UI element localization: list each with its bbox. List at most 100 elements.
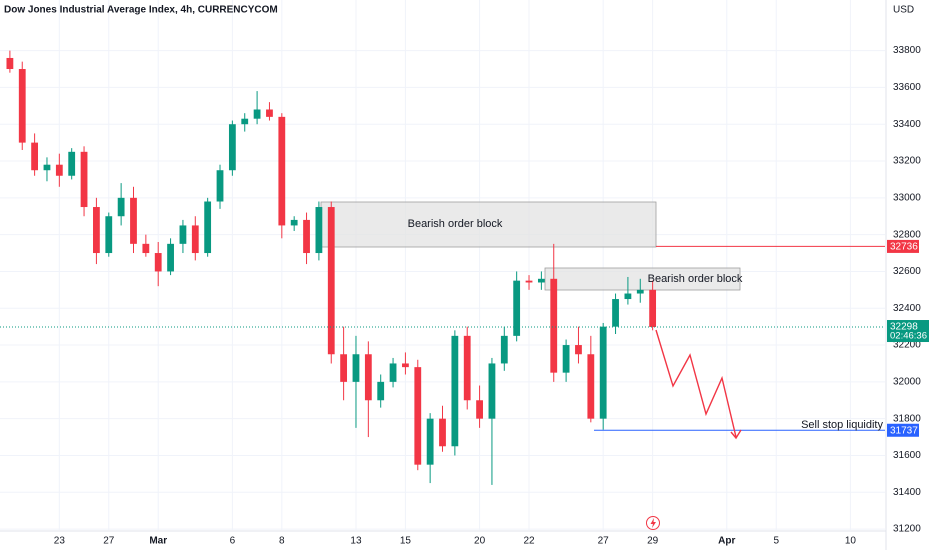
y-tick-label: 31800 [893,413,921,424]
x-tick-label: 22 [523,536,535,547]
projection-path [655,329,737,438]
candle-body [142,243,150,254]
order-block-box [320,201,657,248]
candle-body [476,400,483,419]
x-tick-label: 8 [279,536,285,547]
candle-body [105,216,113,254]
candle-body [167,243,174,272]
candle-body [636,289,644,294]
y-tick-label: 31400 [893,487,921,498]
currency: USD [893,5,914,16]
candle-body [377,381,385,401]
annotation: Bearish order block [648,273,743,285]
candle-body [191,225,199,254]
y-tick-label: 32000 [893,376,921,387]
candle-body [18,69,26,143]
replay-icon[interactable] [646,516,660,530]
x-tick-label: Mar [149,536,167,547]
x-tick-label: 10 [845,536,857,547]
level-label-bg [887,239,919,253]
candle-body [228,124,236,171]
x-tick-label: 23 [54,536,66,547]
grid [0,0,885,530]
candle-body [649,289,657,328]
candle-body [463,335,471,401]
candle-body [389,363,397,382]
candle-body [513,280,521,336]
candle-body [303,219,310,254]
candle-body [6,57,14,70]
x-tick-label: 27 [103,536,115,547]
candle-body [130,197,137,244]
candle-body [525,280,533,283]
candle-body [179,225,187,244]
candle-body [315,207,323,254]
x-tick-label: 6 [230,536,236,547]
candle-body [537,278,545,283]
x-tick-label: 5 [773,536,779,547]
y-tick-label: 33600 [893,82,921,93]
candle-body [278,116,286,226]
x-tick-label: 20 [474,536,486,547]
candle-body [364,354,372,401]
projection-arrow [730,429,742,440]
candle-body [352,354,360,382]
candle-body [117,197,125,217]
candle-body [154,253,162,272]
axes: 31200 31400 31600 31800 32000 32200 32400 32600… [54,45,929,547]
candle-body [241,118,249,125]
candles [0,50,885,485]
x-tick-label: 13 [350,536,362,547]
candle-body [31,142,39,171]
y-tick-label: 32800 [893,229,921,240]
x-tick-label: 15 [400,536,412,547]
candle-body [439,418,446,447]
annotation: Sell stop liquidity [801,419,883,431]
candle-body [488,363,496,419]
countdown-label: 02:46:36 [890,331,927,342]
candle-body [426,418,434,465]
y-tick-label: 31200 [893,524,921,535]
candle-body [562,345,570,373]
candle-body [550,278,558,373]
candle-body [80,151,88,208]
candle-body [451,335,459,447]
candle-body [55,164,63,176]
y-tick-label: 33000 [893,192,921,203]
candle-body [402,363,409,368]
candle-body [216,170,224,202]
candle-body [93,207,100,254]
last-price-bg [887,320,929,343]
candle-body [204,201,212,254]
y-tick-label: 32600 [893,266,921,277]
candle-body [612,299,619,327]
level-label: 31737 [890,425,918,436]
candle-body [290,219,298,226]
candle-body [575,345,582,355]
y-tick-label: 33200 [893,156,921,167]
candle-body [599,326,607,419]
candle-body [500,335,508,364]
candle-body [327,207,335,355]
level-label-bg [887,423,919,437]
candle-body [414,367,422,465]
candle-body [340,354,348,382]
y-tick-label: 32200 [893,340,921,351]
last-price-label: 32298 [890,322,918,333]
chart-title: Dow Jones Industrial Average Index, 4h, … [4,5,278,16]
candle-body [68,151,76,176]
y-tick-label: 33800 [893,45,921,56]
x-tick-label: 29 [647,536,659,547]
y-tick-label: 33400 [893,119,921,130]
y-tick-label: 32400 [893,303,921,314]
annotation: Bearish order block [408,218,503,230]
candle-body [624,293,632,300]
candle-body [587,354,595,419]
level-label: 32736 [890,242,918,253]
candle-body [253,109,261,119]
x-tick-label: 27 [598,536,610,547]
candle-body [43,164,51,171]
y-tick-label: 31600 [893,450,921,461]
